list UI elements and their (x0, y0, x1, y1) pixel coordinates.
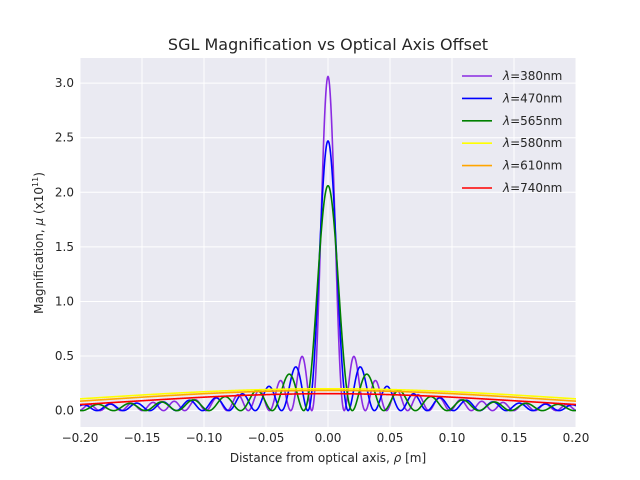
series-lines (80, 75, 576, 412)
y-axis-label: Magnification, μ (x1011) (31, 172, 46, 314)
series-line (80, 184, 576, 412)
x-tick-label: 0.00 (315, 431, 342, 445)
y-tick-label: 2.0 (55, 185, 74, 199)
x-tick-label: 0.10 (439, 431, 466, 445)
x-tick-label: 0.20 (563, 431, 590, 445)
y-tick-label: 3.0 (55, 76, 74, 90)
y-tick-label: 0.5 (55, 349, 74, 363)
legend-label: λ=380nm (502, 69, 562, 83)
legend-label: λ=610nm (502, 159, 562, 173)
y-tick-label: 2.5 (55, 131, 74, 145)
x-tick-label: −0.05 (248, 431, 285, 445)
x-tick-label: −0.10 (186, 431, 223, 445)
legend-label: λ=740nm (502, 181, 562, 195)
legend-label: λ=470nm (502, 91, 562, 105)
y-tick-label: 1.0 (55, 294, 74, 308)
series-line (80, 392, 576, 406)
x-tick-label: −0.20 (62, 431, 99, 445)
x-axis-label: Distance from optical axis, ρ [m] (230, 451, 426, 465)
y-tick-label: 1.5 (55, 240, 74, 254)
chart-title: SGL Magnification vs Optical Axis Offset (168, 35, 488, 54)
legend-label: λ=565nm (502, 114, 562, 128)
x-axis-ticks: −0.20 −0.15 −0.10 −0.05 0.00 0.05 0.10 0.15 0.20 (62, 431, 590, 445)
series-line (80, 75, 576, 412)
series-line (80, 387, 576, 400)
series-line (80, 389, 576, 402)
legend: λ=380nm λ=470nm λ=565nm λ=580nm λ=610nm λ=740… (462, 69, 562, 195)
grid (79, 58, 577, 427)
y-tick-label: 0.0 (55, 404, 74, 418)
x-tick-label: 0.05 (377, 431, 404, 445)
legend-label: λ=580nm (502, 136, 562, 150)
y-axis-ticks: 0.0 0.5 1.0 1.5 2.0 2.5 3.0 (55, 76, 74, 418)
x-tick-label: −0.15 (124, 431, 161, 445)
x-tick-label: 0.15 (501, 431, 528, 445)
